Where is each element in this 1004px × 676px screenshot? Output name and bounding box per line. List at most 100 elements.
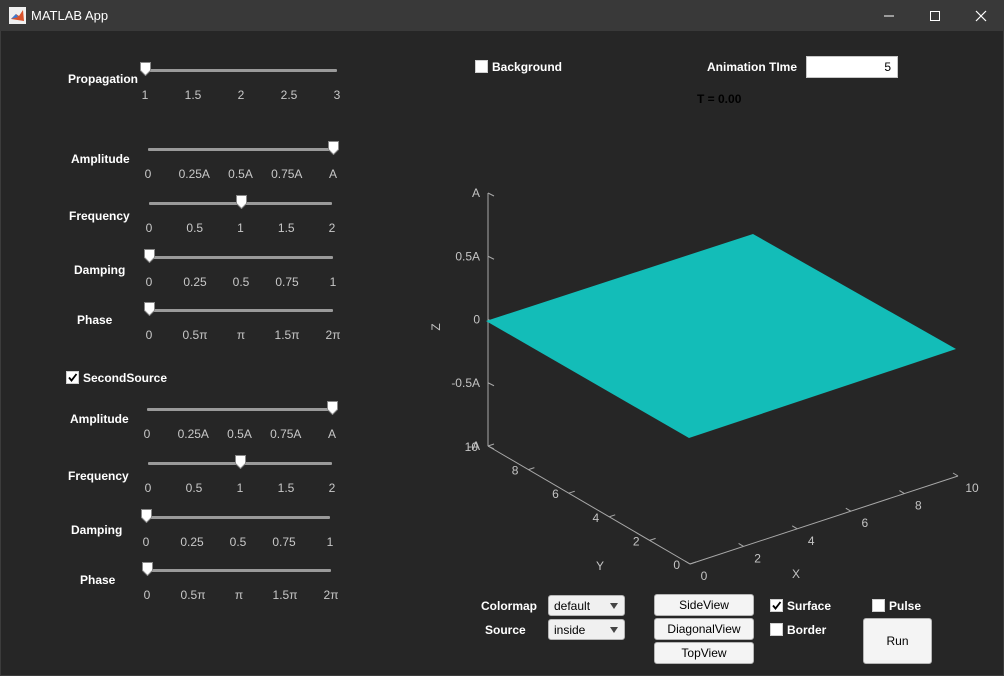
tick-label: 2 — [328, 221, 336, 235]
damping-ticks: 0 0.25 0.5 0.75 1 — [145, 275, 337, 289]
tick-label: 0 — [143, 427, 151, 441]
tick-label: 0.5A — [227, 427, 252, 441]
x-tick — [791, 525, 798, 530]
z-tick-label: 0.5A — [455, 249, 480, 263]
tick-label: 0.25A — [178, 167, 210, 181]
x-tick — [899, 490, 905, 495]
surface-plot[interactable]: A 0.5A 0 -0.5A -A 0 2 4 6 8 10 0 2 4 6 8 10 Z Y X — [420, 150, 980, 590]
tick-label: 0.5 — [232, 275, 250, 289]
surface-label: Surface — [787, 599, 832, 613]
matlab-logo-icon — [9, 7, 26, 24]
tick-label: π — [236, 328, 246, 342]
x-tick-label: 0 — [701, 569, 708, 583]
tick-label: 3 — [333, 88, 341, 102]
maximize-button[interactable] — [912, 0, 958, 31]
amplitude-label: Amplitude — [71, 152, 130, 166]
x-tick — [684, 560, 691, 565]
time-readout: T = 0.00 — [697, 92, 742, 106]
tick-label: 0.75A — [270, 427, 302, 441]
slider-thumb[interactable] — [235, 195, 247, 209]
border-checkbox[interactable] — [770, 623, 783, 636]
phase-slider[interactable] — [144, 302, 333, 316]
slider-thumb[interactable] — [142, 562, 153, 576]
tick-label: 0.5 — [185, 481, 203, 495]
z-tick — [487, 255, 495, 260]
tick-label: 0.5 — [229, 535, 247, 549]
slider-thumb[interactable] — [327, 401, 338, 415]
x-tick — [845, 507, 852, 512]
slider-thumb[interactable] — [235, 455, 246, 469]
slider-thumb[interactable] — [328, 141, 339, 155]
close-button[interactable] — [958, 0, 1004, 31]
slider-track — [147, 408, 332, 411]
tick-label: 1 — [236, 481, 244, 495]
x-tick-label: 4 — [808, 534, 815, 548]
side-view-button[interactable]: SideView — [654, 594, 754, 616]
animation-time-input[interactable]: 5 — [806, 56, 898, 78]
z-tick — [487, 445, 495, 450]
tick-label: A — [328, 167, 338, 181]
tick-label: 0.5π — [182, 328, 208, 342]
tick-label: 0.5A — [228, 167, 253, 181]
tick-label: 0.5π — [180, 588, 206, 602]
close-icon — [975, 10, 987, 21]
pulse-checkbox[interactable] — [872, 599, 885, 612]
propagation-slider[interactable] — [140, 62, 337, 76]
slider-track — [145, 69, 337, 72]
phase-ticks: 0 0.5π π 1.5π 2π — [146, 328, 341, 342]
tick-label: 1.5 — [277, 481, 295, 495]
top-view-button[interactable]: TopView — [654, 642, 754, 664]
pulse-label: Pulse — [889, 599, 922, 613]
tick-label: 0 — [145, 221, 153, 235]
slider-thumb[interactable] — [144, 249, 155, 263]
z-tick-label: -0.5A — [451, 376, 480, 390]
x-tick-label: 2 — [754, 551, 761, 565]
colormap-dropdown[interactable]: default — [548, 595, 625, 616]
slider-thumb[interactable] — [144, 302, 155, 316]
second-source-checkbox[interactable] — [66, 371, 79, 384]
tick-label: 0.25 — [183, 275, 207, 289]
y-tick — [487, 443, 495, 447]
y-tick — [528, 467, 535, 471]
tick-label: 1.5π — [274, 328, 300, 342]
background-checkbox[interactable] — [475, 60, 488, 73]
z-tick-label: 0 — [473, 313, 480, 327]
phase2-slider[interactable] — [142, 562, 331, 576]
amplitude2-slider[interactable] — [147, 401, 338, 415]
tick-label: 2 — [328, 481, 336, 495]
damping2-slider[interactable] — [141, 509, 330, 523]
tick-label: 0 — [145, 275, 153, 289]
surface-checkbox[interactable] — [770, 599, 783, 612]
tick-label: 0 — [142, 535, 150, 549]
slider-thumb[interactable] — [141, 509, 152, 523]
slider-track — [146, 516, 330, 519]
tick-label: 0.75 — [275, 275, 299, 289]
checkmark-icon — [772, 601, 782, 610]
tick-label: 2π — [323, 588, 339, 602]
tick-label: 0 — [143, 588, 151, 602]
frequency-ticks: 0 0.5 1 1.5 2 — [145, 221, 336, 235]
tick-label: 1 — [326, 535, 334, 549]
y-axis-line — [487, 445, 691, 565]
tick-label: 0 — [144, 167, 152, 181]
diagonal-view-button[interactable]: DiagonalView — [654, 618, 754, 640]
y-tick-label: 0 — [673, 558, 680, 572]
tick-label: 0.25 — [180, 535, 204, 549]
damping-label: Damping — [74, 263, 126, 277]
minimize-button[interactable] — [866, 0, 912, 31]
minimize-icon — [884, 15, 894, 16]
run-button[interactable]: Run — [863, 618, 932, 664]
checkmark-icon — [68, 373, 78, 382]
frequency2-slider[interactable] — [148, 455, 332, 469]
y-tick-label: 4 — [593, 511, 600, 525]
damping-slider[interactable] — [144, 249, 333, 263]
source-dropdown[interactable]: inside — [548, 619, 625, 640]
tick-label: 1.5 — [277, 221, 295, 235]
slider-thumb[interactable] — [140, 62, 151, 76]
tick-label: 1.5 — [184, 88, 202, 102]
x-tick-label: 8 — [915, 499, 922, 513]
z-tick — [487, 382, 495, 387]
frequency-slider[interactable] — [149, 195, 332, 209]
background-label: Background — [492, 60, 563, 74]
amplitude-slider[interactable] — [148, 141, 339, 155]
